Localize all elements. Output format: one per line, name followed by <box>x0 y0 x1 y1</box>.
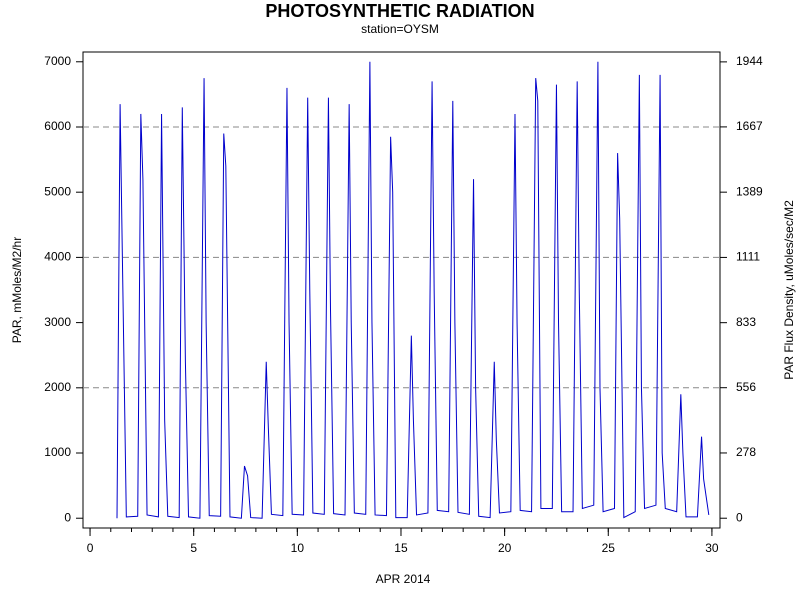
y-tick-label: 2000 <box>44 380 71 394</box>
x-tick-label: 30 <box>705 541 719 555</box>
y2-tick-label: 833 <box>736 315 756 329</box>
data-line <box>116 61 710 519</box>
y-tick-label: 4000 <box>44 250 71 264</box>
y-tick-label: 5000 <box>44 184 71 198</box>
y2-axis-label: PAR Flux Density, uMoles/sec/M2 <box>782 200 796 380</box>
x-tick-label: 5 <box>190 541 197 555</box>
y2-tick-label: 556 <box>736 380 756 394</box>
x-tick-label: 0 <box>87 541 94 555</box>
y-tick-label: 7000 <box>44 54 71 68</box>
x-tick-label: 10 <box>291 541 305 555</box>
y2-tick-label: 1667 <box>736 119 763 133</box>
y-tick-label: 6000 <box>44 119 71 133</box>
x-axis-label: APR 2014 <box>376 572 431 586</box>
y-tick-label: 1000 <box>44 445 71 459</box>
y2-tick-label: 0 <box>736 510 743 524</box>
y-axis-label: PAR, mMoles/M2/hr <box>10 237 24 343</box>
y2-tick-label: 278 <box>736 445 756 459</box>
y2-tick-label: 1111 <box>736 250 760 264</box>
y2-tick-label: 1944 <box>736 54 763 68</box>
chart-subtitle: station=OYSM <box>361 22 439 36</box>
y-tick-label: 3000 <box>44 315 71 329</box>
x-tick-label: 15 <box>394 541 408 555</box>
y-tick-label: 0 <box>64 510 71 524</box>
y2-tick-label: 1389 <box>736 184 763 198</box>
x-tick-label: 20 <box>498 541 512 555</box>
plot-frame <box>82 51 721 529</box>
chart-title: PHOTOSYNTHETIC RADIATION <box>265 1 534 21</box>
x-tick-label: 25 <box>602 541 616 555</box>
